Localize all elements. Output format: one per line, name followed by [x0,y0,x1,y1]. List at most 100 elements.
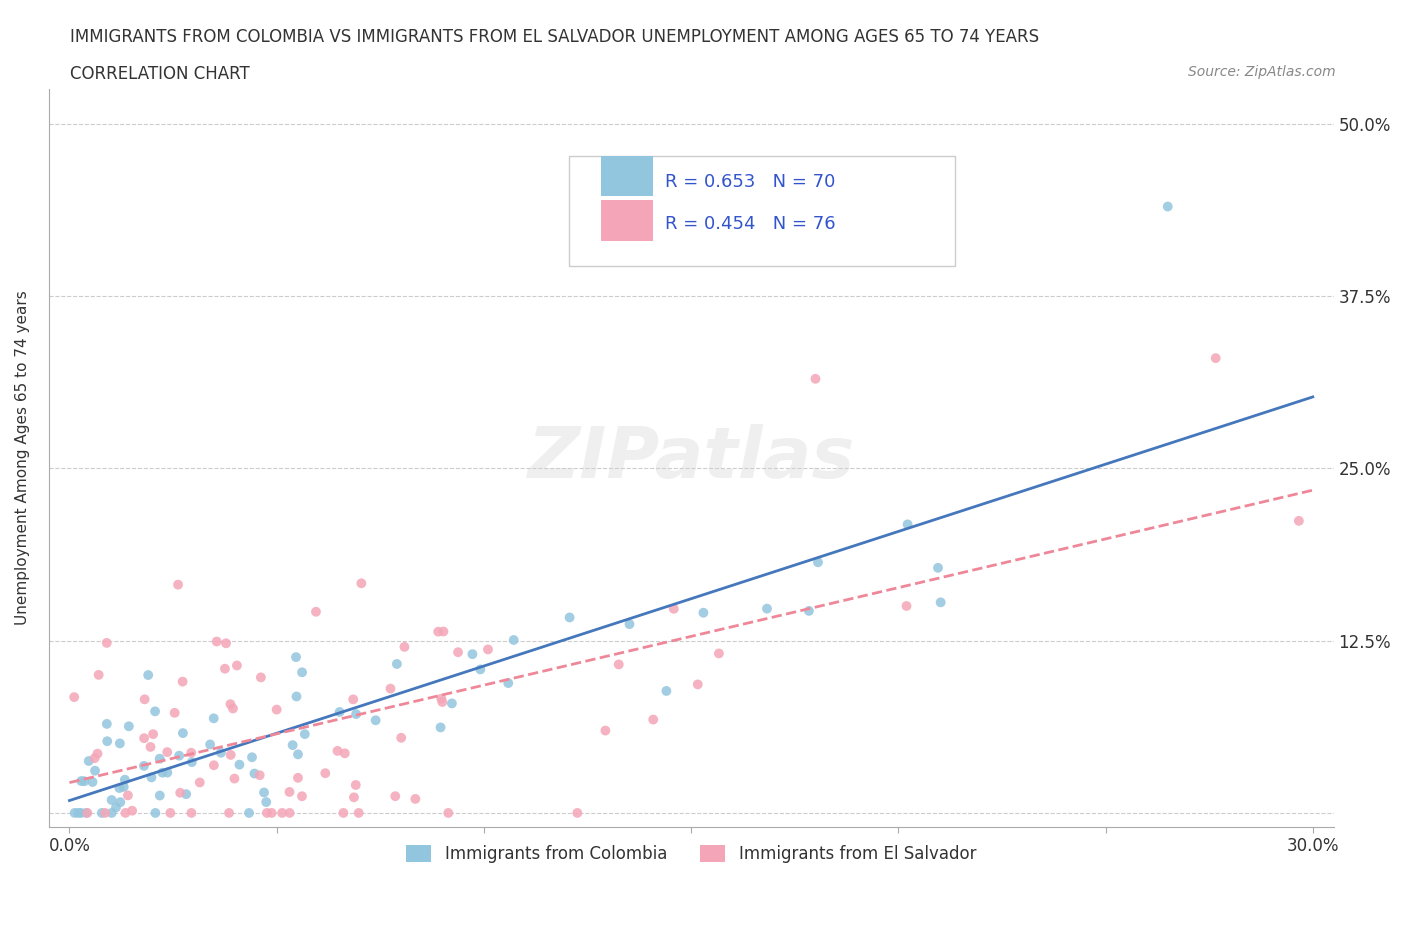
Point [430,691,453,706]
Point [897,517,920,532]
Point [797,604,820,618]
Point [254,794,277,809]
Point [278,805,301,820]
Point [77,753,100,768]
Point [63,690,86,705]
Point [427,624,450,639]
Point [342,692,364,707]
Point [250,670,273,684]
Point [607,657,630,671]
Point [461,646,484,661]
Point [202,711,225,725]
Point [174,787,197,802]
Point [927,561,949,576]
Point [70,805,93,820]
Point [96,635,118,650]
Text: R = 0.454   N = 76: R = 0.454 N = 76 [665,216,837,233]
Text: CORRELATION CHART: CORRELATION CHART [70,65,250,83]
Point [333,746,356,761]
Point [219,748,242,763]
Point [215,636,238,651]
Point [240,750,263,764]
Point [96,734,118,749]
Point [285,650,308,665]
Point [243,766,266,781]
Bar [602,200,652,241]
Point [132,731,155,746]
Point [756,601,779,616]
Point [1205,351,1227,365]
Point [686,677,709,692]
Point [707,646,730,661]
Point [281,737,304,752]
Point [159,805,181,820]
Bar [602,155,652,196]
Point [150,765,173,780]
Point [226,658,249,673]
Point [619,617,641,631]
Point [188,775,211,790]
Point [437,805,460,820]
Point [134,692,156,707]
Point [929,595,952,610]
Point [67,805,90,820]
Point [224,771,246,786]
Point [198,737,221,751]
Point [447,644,470,659]
Point [266,702,288,717]
Point [86,746,108,761]
Point [440,696,463,711]
Point [108,736,131,751]
Point [558,610,581,625]
Point [121,804,143,818]
Point [692,605,714,620]
Point [117,788,139,803]
Point [238,805,260,820]
Legend: Immigrants from Colombia, Immigrants from El Salvador: Immigrants from Colombia, Immigrants fro… [399,839,983,870]
Point [655,684,678,698]
Point [662,602,685,617]
Point [108,780,131,795]
Point [180,805,202,820]
Point [502,632,524,647]
Point [285,689,308,704]
Point [63,805,86,820]
Point [394,640,416,655]
Point [470,662,492,677]
Point [209,745,232,760]
Point [149,788,172,803]
Text: Source: ZipAtlas.com: Source: ZipAtlas.com [1188,65,1336,79]
Point [172,725,194,740]
Point [90,805,112,820]
Point [347,805,370,820]
Point [82,775,104,790]
Point [143,704,166,719]
Point [291,665,314,680]
Point [112,779,135,794]
Point [278,785,301,800]
Point [202,758,225,773]
Point [142,726,165,741]
Point [404,791,426,806]
Point [76,805,98,820]
Point [496,675,519,690]
Point [110,795,132,810]
Point [807,555,830,570]
Point [218,805,240,820]
Point [136,668,159,683]
Point [804,371,827,386]
Point [896,599,918,614]
Point [389,730,412,745]
Point [73,774,96,789]
Point [96,716,118,731]
Point [249,768,271,783]
Point [287,747,309,762]
Point [253,785,276,800]
Point [104,800,127,815]
Point [114,772,136,787]
Point [83,751,105,765]
Point [595,724,617,738]
Text: R = 0.653   N = 70: R = 0.653 N = 70 [665,173,835,191]
Point [643,712,665,727]
Point [114,805,136,820]
